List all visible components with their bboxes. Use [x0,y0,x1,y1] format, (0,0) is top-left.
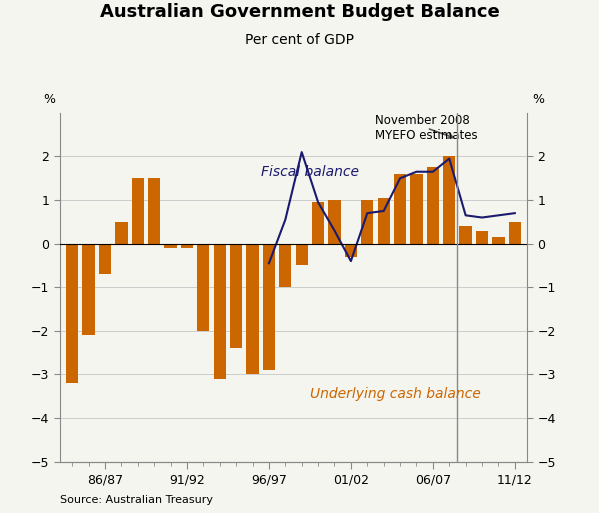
Bar [459,226,472,244]
Bar [99,244,111,274]
Bar [279,244,292,287]
Bar [66,244,78,383]
Bar [181,244,193,248]
Bar [132,179,144,244]
Bar [214,244,226,379]
Bar [148,179,161,244]
Bar [295,244,308,266]
Text: %: % [43,93,55,106]
Text: Per cent of GDP: Per cent of GDP [245,33,354,47]
Bar [492,237,504,244]
Bar [263,244,275,370]
Bar [476,231,488,244]
Bar [443,156,455,244]
Text: Australian Government Budget Balance: Australian Government Budget Balance [99,3,500,21]
Bar [197,244,210,331]
Text: %: % [532,93,544,106]
Bar [377,198,390,244]
Bar [394,174,406,244]
Text: Fiscal balance: Fiscal balance [261,165,359,179]
Bar [312,202,324,244]
Bar [115,222,128,244]
Bar [164,244,177,248]
Bar [328,200,341,244]
Bar [230,244,242,348]
Bar [83,244,95,336]
Text: Source: Australian Treasury: Source: Australian Treasury [60,496,213,505]
Bar [426,167,439,244]
Bar [246,244,259,374]
Bar [509,222,521,244]
Bar [410,174,423,244]
Bar [361,200,373,244]
Text: Underlying cash balance: Underlying cash balance [310,387,480,402]
Bar [345,244,357,257]
Text: November 2008
MYEFO estimates: November 2008 MYEFO estimates [376,114,478,142]
